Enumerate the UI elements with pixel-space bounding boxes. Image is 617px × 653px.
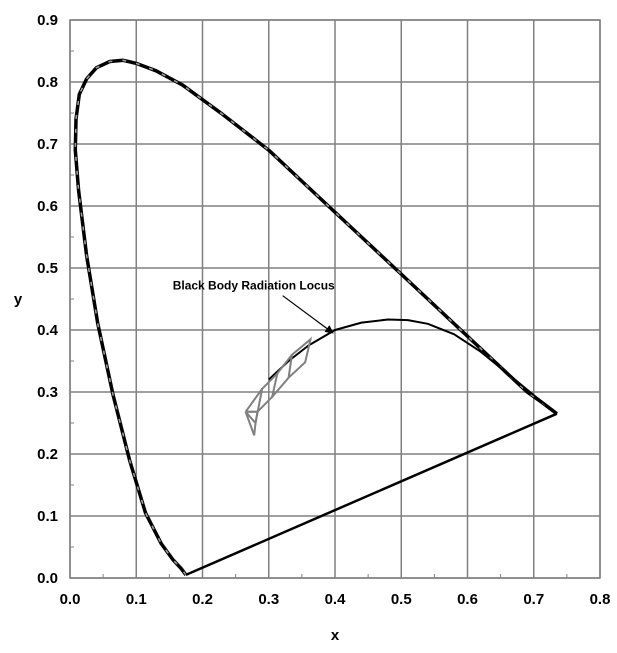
x-tick-label: 0.3 (258, 591, 279, 608)
y-tick-labels: 0.0 0.1 0.2 0.3 0.4 0.5 0.6 0.7 0.8 0.9 (37, 12, 59, 587)
x-axis-title: x (331, 627, 340, 644)
purple-line (185, 412, 558, 577)
spectrum-locus-dashes (74, 59, 558, 576)
series-layer (73, 58, 558, 577)
x-tick-label: 0.6 (457, 591, 478, 608)
y-tick-label: 0.5 (37, 260, 58, 277)
quadrangle-corner-line (244, 411, 257, 436)
y-tick-label: 0.3 (37, 384, 58, 401)
x-tick-label: 0.7 (523, 591, 544, 608)
quadrangle-divider-1-line (254, 388, 264, 424)
annotation-arrow (282, 295, 334, 334)
y-tick-label: 0.7 (37, 136, 58, 153)
quadrangle-outer-line (244, 336, 313, 413)
x-tick-label: 0.0 (60, 591, 81, 608)
y-tick-label: 0.9 (37, 12, 58, 29)
x-tick-labels: 0.0 0.1 0.2 0.3 0.4 0.5 0.6 0.7 0.8 (60, 591, 611, 608)
quadrangle-divider-3-line (287, 354, 293, 378)
spectrum-locus-line (73, 58, 558, 576)
x-tick-label: 0.1 (126, 591, 147, 608)
quadrangle-divider-2-line (271, 373, 279, 398)
y-tick-label: 0.4 (37, 322, 59, 339)
annotation-layer: Black Body Radiation Locus (173, 279, 335, 334)
y-tick-label: 0.8 (37, 74, 58, 91)
annotation-label: Black Body Radiation Locus (173, 279, 335, 293)
black-body-locus-line (268, 318, 558, 415)
y-axis-title: y (14, 291, 23, 308)
x-tick-label: 0.8 (590, 591, 611, 608)
plot-frame (69, 19, 601, 579)
x-tick-label: 0.5 (391, 591, 412, 608)
x-tick-label: 0.2 (192, 591, 213, 608)
y-tick-label: 0.1 (37, 508, 58, 525)
y-tick-label: 0.2 (37, 446, 58, 463)
x-tick-label: 0.4 (325, 591, 347, 608)
grid-layer (69, 19, 601, 579)
y-tick-label: 0.0 (37, 570, 58, 587)
y-tick-label: 0.6 (37, 198, 58, 215)
